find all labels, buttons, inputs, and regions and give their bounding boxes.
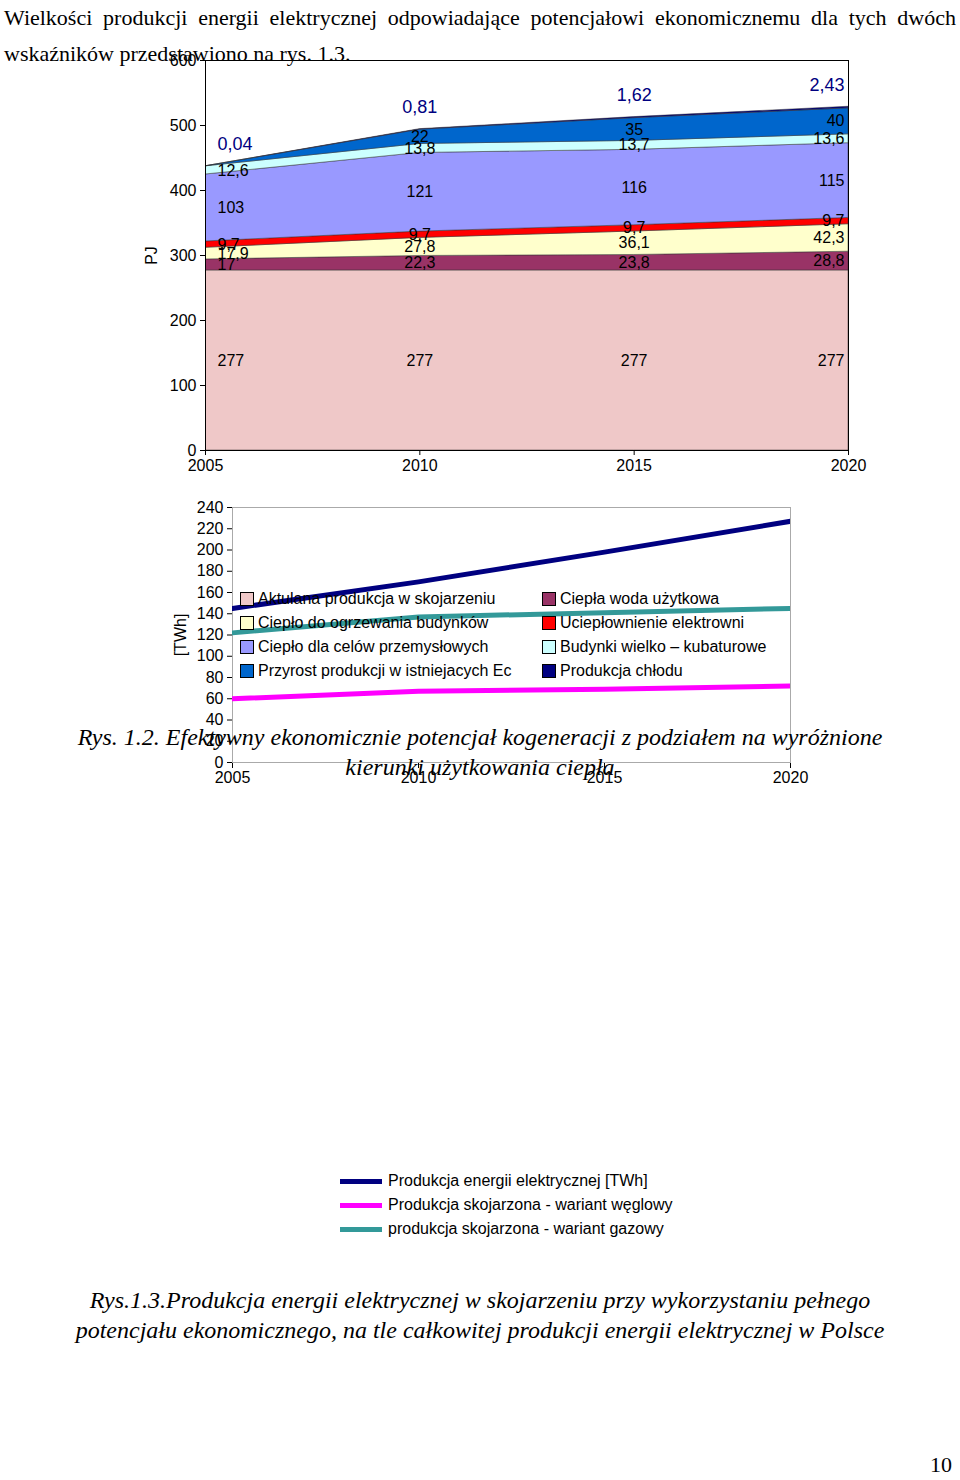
svg-text:2015: 2015 <box>616 457 652 474</box>
svg-text:9,7: 9,7 <box>822 212 844 229</box>
svg-text:0,81: 0,81 <box>402 97 437 117</box>
svg-text:9,7: 9,7 <box>623 219 645 236</box>
svg-text:277: 277 <box>621 352 648 369</box>
svg-text:[TWh]: [TWh] <box>172 614 189 657</box>
svg-text:42,3: 42,3 <box>813 229 844 246</box>
svg-text:20: 20 <box>206 732 224 749</box>
svg-text:103: 103 <box>218 199 245 216</box>
svg-text:40: 40 <box>206 711 224 728</box>
svg-text:12,6: 12,6 <box>218 162 249 179</box>
svg-text:60: 60 <box>206 690 224 707</box>
svg-text:400: 400 <box>170 182 197 199</box>
svg-text:9,7: 9,7 <box>409 226 431 243</box>
svg-text:22,3: 22,3 <box>404 254 435 271</box>
svg-text:277: 277 <box>818 352 845 369</box>
svg-text:80: 80 <box>206 669 224 686</box>
svg-text:277: 277 <box>218 352 245 369</box>
svg-text:2005: 2005 <box>215 769 251 786</box>
svg-text:160: 160 <box>197 584 224 601</box>
svg-text:120: 120 <box>197 626 224 643</box>
svg-text:13,6: 13,6 <box>813 130 844 147</box>
svg-text:121: 121 <box>406 183 433 200</box>
svg-text:13,7: 13,7 <box>619 136 650 153</box>
svg-text:115: 115 <box>819 172 845 189</box>
svg-text:180: 180 <box>197 562 224 579</box>
svg-text:100: 100 <box>170 377 197 394</box>
svg-text:200: 200 <box>170 312 197 329</box>
svg-text:28,8: 28,8 <box>813 252 844 269</box>
svg-text:2020: 2020 <box>773 769 809 786</box>
svg-text:9,7: 9,7 <box>218 236 240 253</box>
svg-text:36,1: 36,1 <box>619 234 650 251</box>
svg-text:2005: 2005 <box>188 457 224 474</box>
svg-text:2010: 2010 <box>401 769 437 786</box>
svg-text:23,8: 23,8 <box>619 254 650 271</box>
svg-text:2010: 2010 <box>402 457 438 474</box>
svg-text:22: 22 <box>411 128 429 145</box>
svg-text:600: 600 <box>170 52 197 69</box>
svg-text:200: 200 <box>197 541 224 558</box>
svg-text:116: 116 <box>621 179 647 196</box>
svg-text:500: 500 <box>170 117 197 134</box>
svg-text:35: 35 <box>625 121 643 138</box>
svg-text:2020: 2020 <box>831 457 867 474</box>
svg-text:140: 140 <box>197 605 224 622</box>
svg-text:2015: 2015 <box>587 769 623 786</box>
svg-text:100: 100 <box>197 647 224 664</box>
svg-text:300: 300 <box>170 247 197 264</box>
svg-text:PJ: PJ <box>143 246 160 265</box>
svg-text:1,62: 1,62 <box>617 85 652 105</box>
svg-text:240: 240 <box>197 499 224 516</box>
svg-text:0,04: 0,04 <box>218 134 253 154</box>
svg-text:220: 220 <box>197 520 224 537</box>
svg-text:277: 277 <box>406 352 433 369</box>
svg-text:2,43: 2,43 <box>809 75 844 95</box>
svg-text:40: 40 <box>827 112 845 129</box>
